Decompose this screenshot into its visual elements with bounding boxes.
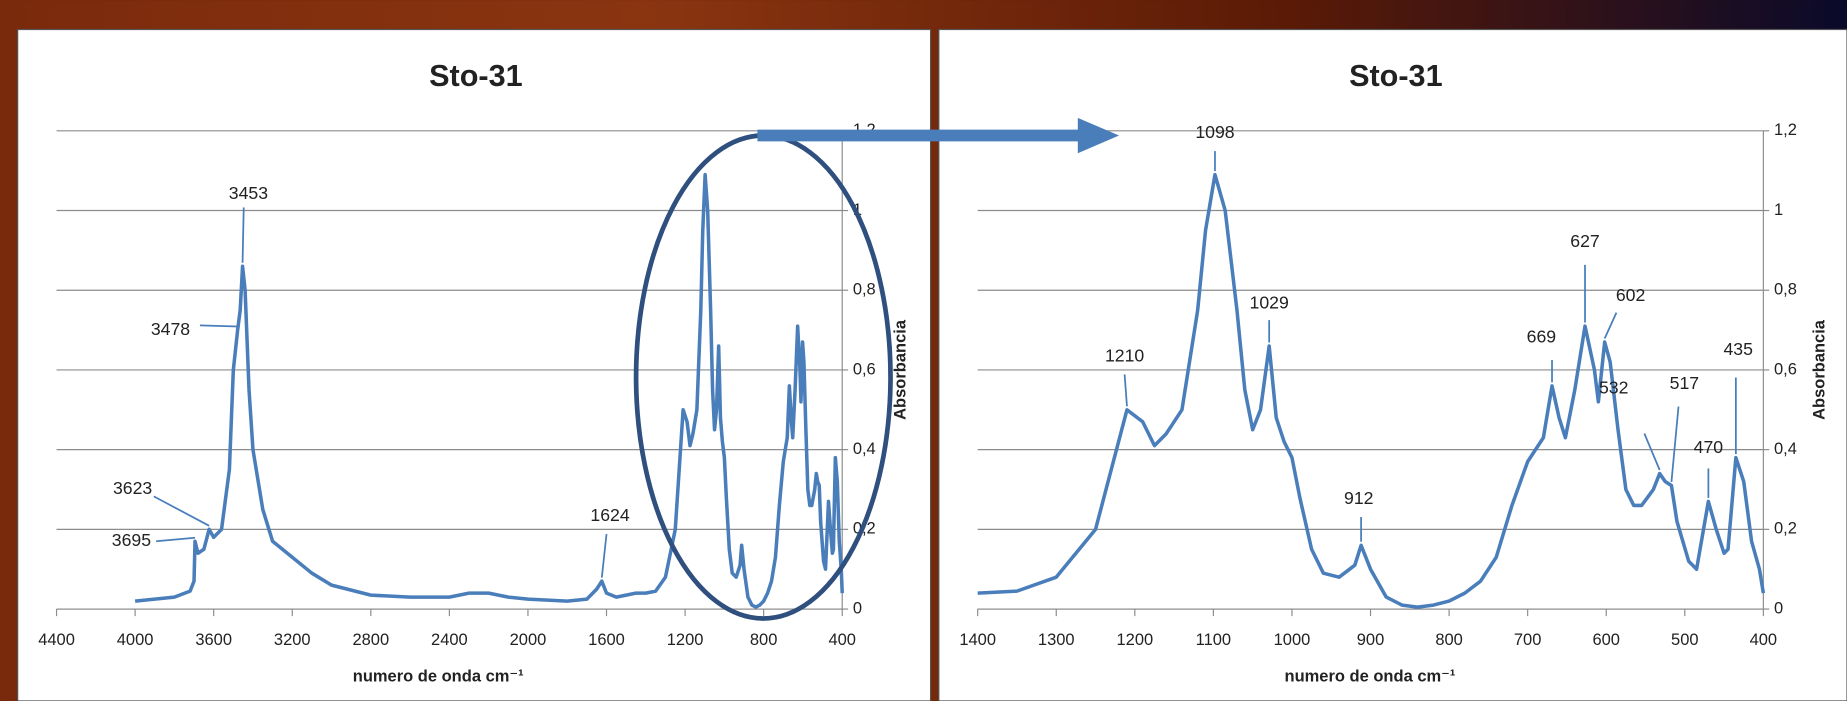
overlay xyxy=(633,117,1120,621)
annotation-label: 1624 xyxy=(590,505,629,525)
annotation-leader xyxy=(241,207,245,263)
x-tick-label: 700 xyxy=(1514,631,1542,649)
y-tick-label: 1 xyxy=(1774,201,1783,219)
annotation-label: 1098 xyxy=(1195,122,1234,142)
annotation-label: 627 xyxy=(1570,231,1599,251)
annotation-leader xyxy=(1123,374,1128,407)
annotation-label: 435 xyxy=(1723,339,1753,359)
x-tick-label: 400 xyxy=(828,631,856,649)
zoom-arrow xyxy=(757,117,1120,154)
x-tick-label: 3200 xyxy=(274,631,311,649)
annotation-label: 517 xyxy=(1670,373,1699,393)
x-tick-label: 1600 xyxy=(588,631,625,649)
x-tick-label: 1300 xyxy=(1038,631,1075,649)
annotation-label: 3453 xyxy=(229,183,268,203)
annotation-label: 1029 xyxy=(1250,292,1289,312)
annotation-leader xyxy=(1643,433,1661,471)
y-tick-label: 0 xyxy=(1774,599,1783,617)
y-axis-title: Absorbancia xyxy=(891,319,909,420)
x-tick-label: 600 xyxy=(1592,631,1620,649)
x-tick-label: 1000 xyxy=(1274,631,1311,649)
x-tick-label: 800 xyxy=(1435,631,1463,649)
annotation-label: 532 xyxy=(1599,377,1628,397)
y-tick-label: 0 xyxy=(853,599,862,617)
annotation-leader xyxy=(600,533,608,578)
y-tick-label: 0,6 xyxy=(853,360,876,378)
annotation-leader xyxy=(153,495,210,527)
annotation-leader xyxy=(1603,312,1618,339)
spectrum-line xyxy=(977,172,1766,609)
x-tick-label: 3600 xyxy=(195,631,232,649)
plots: Sto-31 numero de onda cm⁻¹ Absorbancia 0 0,2… xyxy=(38,59,1828,686)
y-tick-label: 0,8 xyxy=(1774,281,1797,299)
annotation-label: 912 xyxy=(1344,488,1373,508)
x-tick-label: 1100 xyxy=(1196,631,1231,649)
x-tick-label: 800 xyxy=(750,631,778,649)
y-tick-label: 0,4 xyxy=(853,440,876,458)
annotation-label: 669 xyxy=(1527,326,1556,346)
y-tick-label: 0,4 xyxy=(1774,440,1797,458)
x-tick-label: 2400 xyxy=(431,631,468,649)
x-tick-label: 500 xyxy=(1671,631,1699,649)
annotation-leader xyxy=(156,536,196,543)
spectrum-line xyxy=(134,172,844,609)
annotation-label: 470 xyxy=(1694,437,1724,457)
x-tick-label: 2000 xyxy=(510,631,547,649)
y-axis-title: Absorbancia xyxy=(1810,319,1828,420)
annotation-leader xyxy=(1670,406,1680,483)
x-axis-title: numero de onda cm⁻¹ xyxy=(1285,668,1456,686)
y-tick-label: 0,6 xyxy=(1774,360,1797,378)
annotation-label: 602 xyxy=(1616,285,1645,305)
chart-title: Sto-31 xyxy=(429,59,523,93)
annotation-label: 3695 xyxy=(112,530,151,550)
x-tick-label: 1200 xyxy=(667,631,704,649)
y-tick-label: 0,2 xyxy=(1774,520,1797,538)
annotation-leader xyxy=(199,324,238,328)
x-tick-label: 1200 xyxy=(1116,631,1153,649)
x-tick-label: 1400 xyxy=(959,631,996,649)
left-panel xyxy=(17,28,932,701)
x-tick-label: 4400 xyxy=(38,631,75,649)
x-axis-title: numero de onda cm⁻¹ xyxy=(353,668,524,686)
annotation-label: 3478 xyxy=(151,319,190,339)
annotation-label: 3623 xyxy=(113,478,152,498)
annotation-label: 1210 xyxy=(1105,345,1144,365)
chart-title: Sto-31 xyxy=(1349,59,1443,93)
x-tick-label: 4000 xyxy=(117,631,154,649)
x-tick-label: 900 xyxy=(1357,631,1385,649)
y-tick-label: 0,8 xyxy=(853,281,876,299)
x-tick-label: 400 xyxy=(1750,631,1778,649)
x-tick-label: 2800 xyxy=(352,631,389,649)
y-tick-label: 1,2 xyxy=(1774,121,1797,139)
